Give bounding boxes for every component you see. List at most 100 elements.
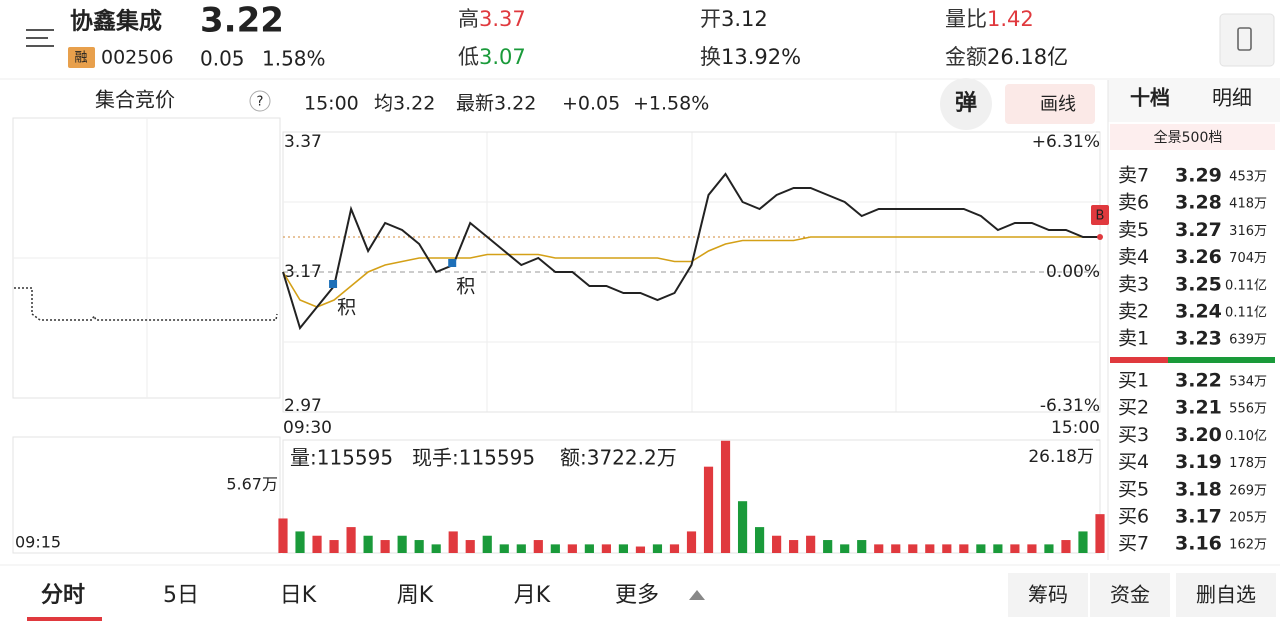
book-label: 卖1 xyxy=(1118,328,1149,350)
y-tick-label: 3.37 xyxy=(284,132,322,152)
book-label: 买5 xyxy=(1118,478,1149,500)
bottom-tab[interactable]: 月K xyxy=(514,583,551,608)
volume-bar xyxy=(499,544,509,553)
bottom-tab[interactable]: 周K xyxy=(397,583,434,608)
stat: 低3.07 xyxy=(458,45,526,69)
volume-bar xyxy=(1078,531,1088,553)
volume-bar xyxy=(925,544,935,553)
panorama: 全景500档 xyxy=(1154,129,1223,146)
book-price: 3.19 xyxy=(1175,451,1222,473)
y2-tick-label: +6.31% xyxy=(1032,132,1100,152)
panorama-bg[interactable] xyxy=(1110,124,1275,150)
popup-button[interactable] xyxy=(940,78,992,130)
tab: 明细 xyxy=(1212,86,1252,110)
bottom-button[interactable]: 资金 xyxy=(1110,583,1150,607)
volume-legend: 现手:115595 xyxy=(412,446,535,470)
book-volume: 534万 xyxy=(1229,375,1267,390)
volume-bar xyxy=(380,540,390,553)
auction-title: 集合竞价 xyxy=(95,88,175,112)
book-price: 3.21 xyxy=(1175,397,1222,419)
volume-bar xyxy=(397,535,407,553)
volume-bar xyxy=(363,535,373,553)
tab: 十档 xyxy=(1130,86,1170,110)
volume-bar xyxy=(482,535,492,553)
marker-dot xyxy=(1097,234,1103,240)
y2-tick-label: -6.31% xyxy=(1040,396,1100,416)
volume-bar xyxy=(737,501,748,553)
book-label: 卖3 xyxy=(1118,273,1149,295)
device-button[interactable] xyxy=(1219,13,1275,67)
stat-label: 量比 xyxy=(945,7,987,31)
tab-underline xyxy=(27,617,102,621)
bottom-tab[interactable]: 日K xyxy=(280,583,317,608)
x-tick-label: 15:00 xyxy=(1051,418,1100,438)
ratio-bar-sell xyxy=(1110,357,1168,363)
volume-bar xyxy=(1061,540,1071,553)
book-price: 3.22 xyxy=(1175,370,1222,392)
volume-legend: 额:3722.2万 xyxy=(560,446,677,470)
book-volume: 0.11亿 xyxy=(1225,306,1267,321)
stat-value: 3.12 xyxy=(721,7,768,31)
stat-label: 换 xyxy=(700,45,721,69)
volume-bar xyxy=(601,544,611,553)
stat-label: 开 xyxy=(700,7,721,31)
book-label: 卖6 xyxy=(1118,192,1149,214)
volume-bar xyxy=(993,544,1003,553)
book-label: 买1 xyxy=(1118,370,1149,392)
volume-legend: 量:115595 xyxy=(290,446,393,470)
book-price: 3.27 xyxy=(1175,219,1222,241)
book-label: 买2 xyxy=(1118,397,1149,419)
book-volume: 0.11亿 xyxy=(1225,278,1267,293)
volume-bar xyxy=(857,540,867,553)
bottom-button[interactable]: 删自选 xyxy=(1196,583,1256,607)
badge xyxy=(68,47,95,68)
volume-bar xyxy=(635,546,646,553)
volume-bar xyxy=(567,544,577,553)
auction-line xyxy=(14,287,278,321)
ratio-bar-buy xyxy=(1168,357,1275,363)
orderbook-tabs xyxy=(1108,80,1280,122)
menu-icon[interactable] xyxy=(26,29,54,47)
book-price: 3.18 xyxy=(1175,478,1222,500)
volume-bar xyxy=(414,540,424,553)
volume-bar xyxy=(959,544,969,553)
volume-bar xyxy=(1044,544,1054,553)
button-bg xyxy=(1090,573,1170,617)
more-arrow[interactable] xyxy=(689,590,705,600)
volume-bar xyxy=(720,440,731,553)
stat-value: 3.07 xyxy=(479,45,526,69)
stat: 开3.12 xyxy=(700,7,768,31)
y2-tick-label: 0.00% xyxy=(1046,262,1100,282)
volume-bar xyxy=(789,540,799,553)
annotation: 积 xyxy=(456,276,475,298)
volume-bar xyxy=(448,531,458,553)
stock-price: 3.22 xyxy=(200,1,284,41)
bottom-tab[interactable]: 分时 xyxy=(41,583,85,608)
book-volume: 269万 xyxy=(1229,483,1267,498)
volume-bar xyxy=(618,544,629,553)
draw-button[interactable] xyxy=(1005,84,1095,124)
help-icon[interactable] xyxy=(249,90,271,112)
volume-bar xyxy=(652,544,663,553)
volume-bar xyxy=(686,531,697,553)
volume-bar xyxy=(669,544,680,553)
book-price: 3.23 xyxy=(1175,328,1222,350)
volume-bar xyxy=(754,527,765,553)
toolbar-change-pct: +1.58% xyxy=(633,93,709,115)
volume-bar xyxy=(942,544,952,553)
book-label: 买7 xyxy=(1118,533,1149,555)
price-change-pct: 1.58% xyxy=(262,47,326,71)
stat: 金额26.18亿 xyxy=(945,45,1068,69)
bottom-tab[interactable]: 5日 xyxy=(163,583,199,608)
bottom-tab[interactable]: 更多 xyxy=(615,583,659,608)
toolbar-change: +0.05 xyxy=(562,93,620,115)
volume-bar xyxy=(891,544,901,553)
price-change: 0.05 xyxy=(200,47,245,71)
book-label: 买6 xyxy=(1118,506,1149,528)
bottom-button[interactable]: 筹码 xyxy=(1028,583,1068,607)
y-tick-label: 3.17 xyxy=(284,262,322,282)
book-price: 3.20 xyxy=(1175,424,1222,446)
volume-bar xyxy=(465,540,475,553)
